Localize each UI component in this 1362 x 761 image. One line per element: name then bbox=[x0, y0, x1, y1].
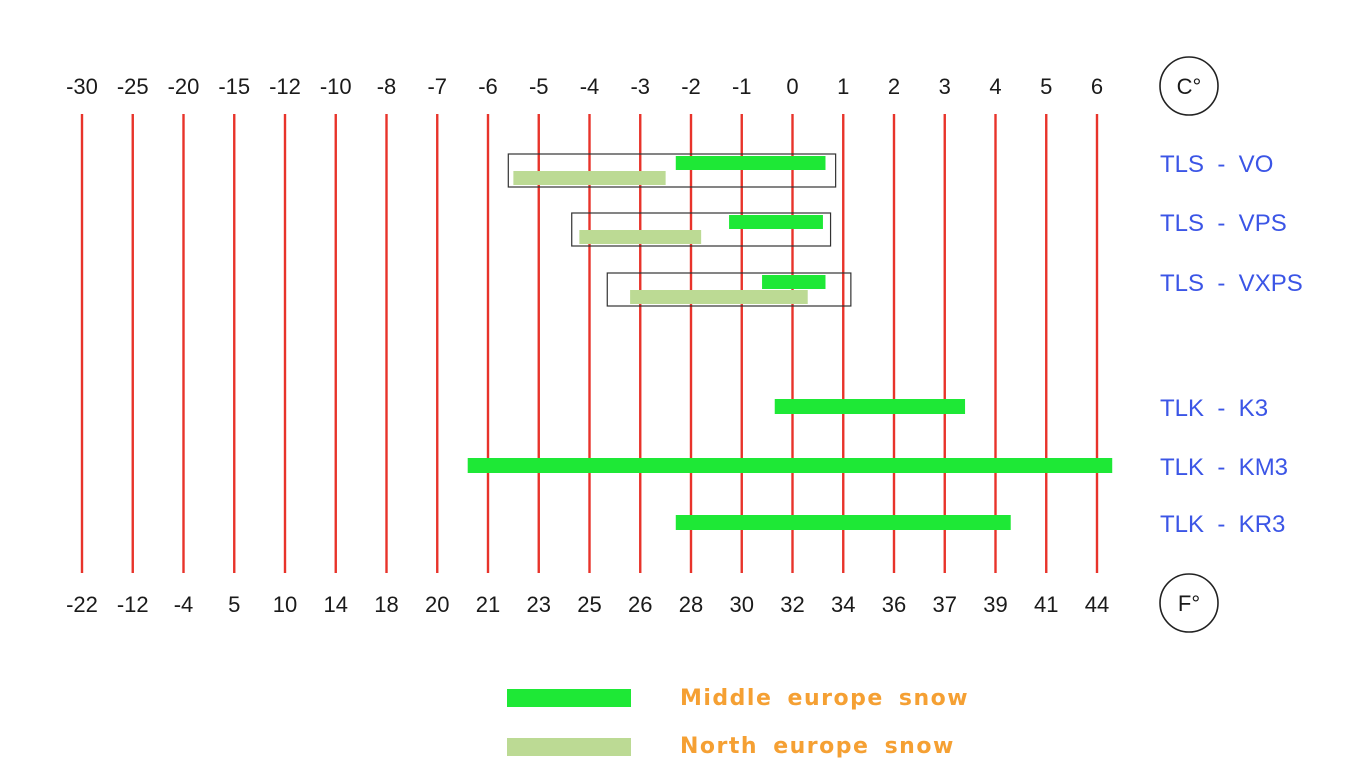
product-label: TLS - VPS bbox=[1160, 210, 1287, 237]
group-frames bbox=[507, 153, 852, 307]
celsius-tick-label: -6 bbox=[478, 74, 498, 99]
celsius-unit-label: C° bbox=[1177, 74, 1202, 99]
fahrenheit-unit-badge: F° bbox=[1159, 573, 1219, 633]
fahrenheit-tick-label: 32 bbox=[780, 592, 804, 617]
celsius-tick-label: 2 bbox=[888, 74, 900, 99]
product-label: TLK - KR3 bbox=[1160, 511, 1285, 538]
product-label: TLS - VO bbox=[1160, 151, 1273, 178]
legend-swatch-middle-europe bbox=[507, 689, 631, 707]
celsius-tick-label: -25 bbox=[117, 74, 149, 99]
legend-label-middle-europe: Middle europe snow bbox=[680, 686, 969, 711]
celsius-tick-label: -4 bbox=[580, 74, 600, 99]
north-europe-bar bbox=[513, 171, 666, 185]
group-frame bbox=[571, 212, 832, 247]
middle-europe-bar bbox=[675, 515, 1011, 530]
celsius-tick-label: -30 bbox=[66, 74, 98, 99]
fahrenheit-tick-label: -22 bbox=[66, 592, 98, 617]
middle-europe-bar bbox=[675, 156, 826, 170]
fahrenheit-tick-label: 39 bbox=[983, 592, 1007, 617]
legend: Middle europe snow North europe snow bbox=[507, 686, 969, 759]
north-europe-bar bbox=[579, 230, 702, 244]
celsius-tick-label: 3 bbox=[939, 74, 951, 99]
celsius-unit-badge: C° bbox=[1159, 56, 1219, 116]
range-bars bbox=[467, 156, 1113, 530]
fahrenheit-tick-label: 30 bbox=[730, 592, 754, 617]
fahrenheit-tick-label: 25 bbox=[577, 592, 601, 617]
celsius-tick-label: -20 bbox=[168, 74, 200, 99]
celsius-tick-label: -2 bbox=[681, 74, 701, 99]
legend-label-north-europe: North europe snow bbox=[680, 734, 955, 759]
celsius-tick-label: 0 bbox=[786, 74, 798, 99]
product-label: TLS - VXPS bbox=[1160, 270, 1303, 297]
fahrenheit-unit-label: F° bbox=[1178, 591, 1200, 616]
middle-europe-bar bbox=[729, 215, 823, 229]
fahrenheit-unit-circle bbox=[1159, 573, 1219, 633]
fahrenheit-tick-label: 28 bbox=[679, 592, 703, 617]
celsius-tick-label: 4 bbox=[989, 74, 1001, 99]
fahrenheit-tick-labels: -22 -12 -4 5 10 14 18 20 21 23 25 26 28 30 32 34 36 37 39 4… bbox=[66, 592, 1109, 617]
fahrenheit-tick-label: 41 bbox=[1034, 592, 1058, 617]
group-frame bbox=[606, 272, 852, 307]
celsius-tick-label: -7 bbox=[427, 74, 447, 99]
middle-europe-bar bbox=[467, 458, 1113, 473]
fahrenheit-tick-label: 37 bbox=[933, 592, 957, 617]
celsius-tick-label: -15 bbox=[218, 74, 250, 99]
fahrenheit-tick-label: 20 bbox=[425, 592, 449, 617]
north-europe-bar bbox=[630, 290, 808, 304]
celsius-tick-label: -10 bbox=[320, 74, 352, 99]
legend-swatch-north-europe bbox=[507, 738, 631, 756]
celsius-tick-label: -5 bbox=[529, 74, 549, 99]
fahrenheit-tick-label: 34 bbox=[831, 592, 855, 617]
product-labels: TLS - VO TLS - VPS TLS - VXPS TLK - K3 TLK -… bbox=[1160, 151, 1303, 538]
celsius-tick-label: -1 bbox=[732, 74, 752, 99]
fahrenheit-tick-label: -4 bbox=[174, 592, 194, 617]
celsius-tick-labels: -30 -25 -20 -15 -12 -10 -8 -7 -6 -5 -4 -3 -2 -1 0 1 2 3 4 5… bbox=[66, 74, 1103, 99]
celsius-tick-label: 5 bbox=[1040, 74, 1052, 99]
fahrenheit-tick-label: 44 bbox=[1085, 592, 1109, 617]
fahrenheit-tick-label: 36 bbox=[882, 592, 906, 617]
product-label: TLK - K3 bbox=[1160, 395, 1268, 422]
fahrenheit-tick-label: 5 bbox=[228, 592, 240, 617]
fahrenheit-tick-label: -12 bbox=[117, 592, 149, 617]
celsius-tick-label: -3 bbox=[630, 74, 650, 99]
product-label: TLK - KM3 bbox=[1160, 454, 1288, 481]
middle-europe-bar bbox=[762, 275, 826, 289]
celsius-tick-label: 6 bbox=[1091, 74, 1103, 99]
fahrenheit-tick-label: 26 bbox=[628, 592, 652, 617]
celsius-tick-label: 1 bbox=[837, 74, 849, 99]
fahrenheit-tick-label: 21 bbox=[476, 592, 500, 617]
celsius-unit-circle bbox=[1159, 56, 1219, 116]
middle-europe-bar bbox=[774, 399, 966, 414]
celsius-tick-label: -12 bbox=[269, 74, 301, 99]
grid-lines bbox=[80, 114, 1099, 573]
fahrenheit-tick-label: 14 bbox=[324, 592, 348, 617]
fahrenheit-tick-label: 23 bbox=[527, 592, 551, 617]
fahrenheit-tick-label: 18 bbox=[374, 592, 398, 617]
fahrenheit-tick-label: 10 bbox=[273, 592, 297, 617]
celsius-tick-label: -8 bbox=[377, 74, 397, 99]
group-frame bbox=[507, 153, 837, 188]
